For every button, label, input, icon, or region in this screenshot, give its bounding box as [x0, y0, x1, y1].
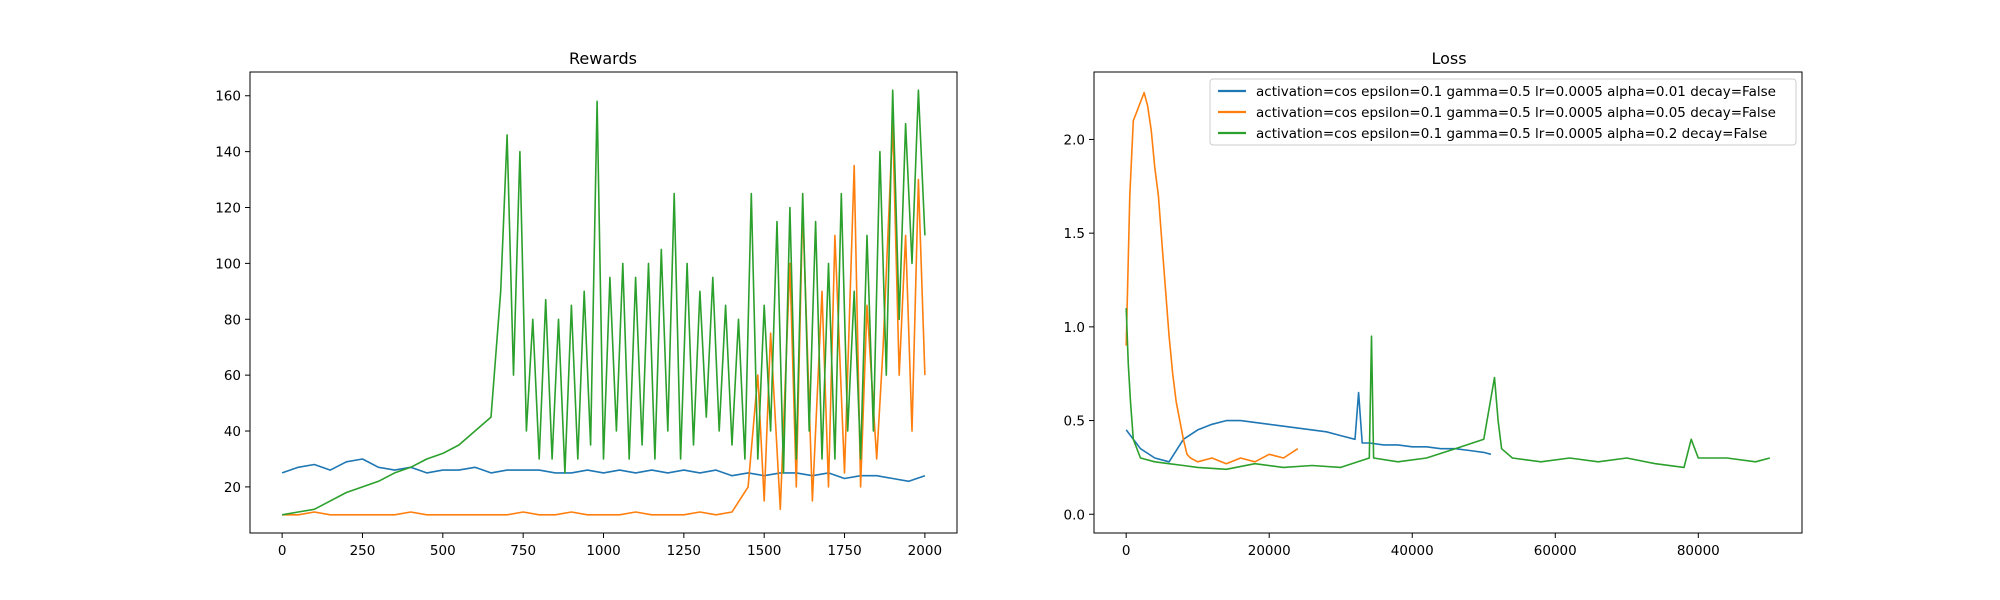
rewards-x-tick-label: 750 [510, 543, 536, 559]
rewards-y-tick-label: 40 [224, 424, 241, 440]
loss-y-axis: 0.0 0.5 1.0 1.5 2.0 [1064, 132, 1094, 523]
loss-x-tick-label: 60000 [1534, 543, 1577, 559]
loss-series-orange-line [1125, 91, 1299, 465]
loss-legend: activation=cos epsilon=0.1 gamma=0.5 lr=… [1209, 78, 1797, 146]
loss-title: Loss [1431, 49, 1466, 68]
legend-label-alpha-02: activation=cos epsilon=0.1 gamma=0.5 lr=… [1256, 126, 1767, 142]
loss-series-group [1125, 91, 1771, 471]
rewards-panel: Rewards 0 250 500 750 1000 1250 1500 1750 2000 2… [215, 49, 958, 559]
rewards-y-tick-label: 120 [215, 201, 241, 217]
legend-label-alpha-001: activation=cos epsilon=0.1 gamma=0.5 lr=… [1256, 84, 1776, 100]
loss-x-tick-label: 0 [1122, 543, 1131, 559]
loss-x-tick-label: 80000 [1677, 543, 1720, 559]
loss-y-tick-label: 1.0 [1064, 320, 1085, 336]
loss-y-tick-label: 0.5 [1064, 414, 1085, 430]
rewards-series-orange-line [282, 122, 926, 516]
rewards-y-tick-label: 60 [224, 368, 241, 384]
rewards-series-group [281, 89, 926, 516]
loss-series-blue-line [1125, 391, 1492, 463]
loss-y-tick-label: 2.0 [1064, 132, 1085, 148]
loss-y-tick-label: 1.5 [1064, 226, 1085, 242]
legend-label-alpha-005: activation=cos epsilon=0.1 gamma=0.5 lr=… [1256, 105, 1776, 121]
rewards-x-tick-label: 1500 [747, 543, 781, 559]
loss-x-tick-label: 20000 [1248, 543, 1291, 559]
rewards-y-tick-label: 100 [215, 256, 241, 272]
rewards-y-tick-label: 160 [215, 89, 241, 105]
rewards-y-tick-label: 140 [215, 145, 241, 161]
rewards-x-tick-label: 1000 [586, 543, 620, 559]
rewards-title: Rewards [569, 49, 637, 68]
rewards-x-tick-label: 2000 [908, 543, 942, 559]
rewards-x-tick-label: 500 [430, 543, 456, 559]
rewards-x-tick-label: 250 [350, 543, 376, 559]
loss-panel: Loss 0 20000 40000 60000 80000 0.0 0.5 1.0 1.5 2… [1064, 49, 1803, 559]
rewards-x-tick-label: 1250 [667, 543, 701, 559]
legend-frame [1209, 78, 1797, 146]
loss-series-green-line [1125, 308, 1771, 471]
loss-y-tick-label: 0.0 [1064, 507, 1085, 523]
rewards-x-tick-label: 1750 [827, 543, 861, 559]
rewards-y-axis: 20 40 60 80 100 120 140 160 [215, 89, 250, 496]
rewards-x-tick-label: 0 [278, 543, 287, 559]
rewards-series-blue-line [281, 458, 926, 483]
rewards-y-tick-label: 80 [224, 312, 241, 328]
rewards-x-axis: 0 250 500 750 1000 1250 1500 1750 2000 [278, 533, 942, 559]
loss-x-tick-label: 40000 [1391, 543, 1434, 559]
loss-plot-frame [1093, 71, 1803, 534]
rewards-y-tick-label: 20 [224, 480, 241, 496]
loss-x-axis: 0 20000 40000 60000 80000 [1122, 533, 1720, 559]
rewards-series-green-line [281, 89, 926, 516]
